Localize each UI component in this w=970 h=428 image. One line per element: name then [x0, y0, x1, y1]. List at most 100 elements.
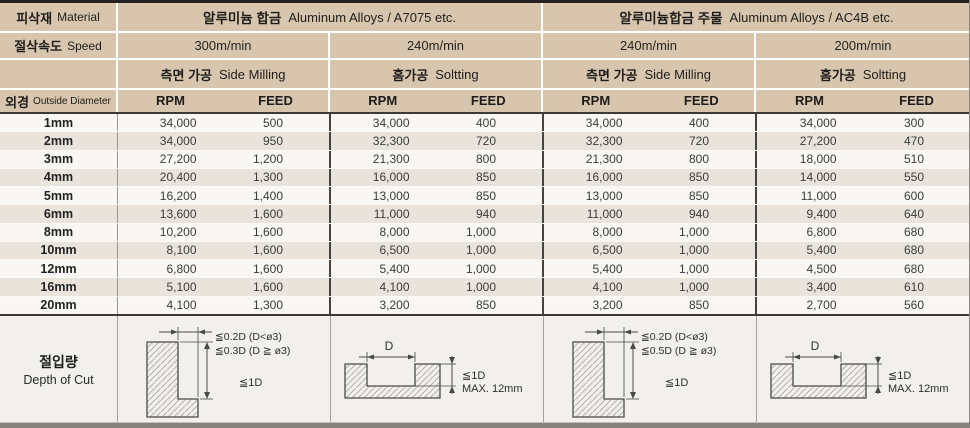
value-cell: 850: [688, 188, 709, 203]
operation-ko: 홈가공: [819, 67, 856, 83]
depth-label-en: Depth of Cut: [23, 372, 94, 387]
speed-value-cell: 240m/min: [330, 33, 541, 58]
max-depth-note: MAX. 12mm: [888, 383, 949, 395]
speed-value: 240m/min: [406, 38, 465, 53]
section-ac4b-side-milling: 21,300 800: [544, 150, 757, 168]
slotting-depth-diagram: D ≦1D MAX. 12mm: [770, 339, 949, 399]
value-cell: 1,600: [252, 261, 283, 276]
value-cell: 4,500: [806, 261, 837, 276]
section-ac4b-side-milling: 34,000 400: [544, 114, 757, 132]
table-row: 16mm 5,100 1,600 4,100 1,000 4,100 1,000…: [0, 278, 970, 297]
slot-width-label: D: [384, 339, 393, 353]
value-cell: 5,400: [806, 243, 837, 258]
value-cell: 3,200: [592, 298, 623, 313]
section-ac4b-slotting: 14,000 550: [757, 169, 970, 186]
value-cell: 13,600: [159, 206, 197, 221]
value-cell: 34,000: [159, 115, 197, 130]
operation-cell-side-milling: 측면 가공 Side Milling: [543, 60, 754, 88]
max-depth-note: MAX. 12mm: [462, 383, 523, 395]
table-row: 20mm 4,100 1,300 3,200 850 3,200 850 2,7…: [0, 296, 970, 314]
value-cell: 950: [262, 133, 283, 148]
value-cell: 5,100: [166, 280, 197, 295]
speed-value-cell: 200m/min: [756, 33, 970, 58]
speed-value: 300m/min: [194, 38, 252, 53]
diameter-label-en: Outside Diameter: [33, 95, 111, 107]
rpm-header: RPM: [581, 93, 611, 108]
speed-label-cell: 절삭속도 Speed: [0, 33, 116, 58]
value-cell: 18,000: [799, 152, 837, 167]
value-cell: 11,000: [800, 188, 837, 203]
section-ac4b-slotting: 3,400 610: [757, 278, 970, 295]
value-cell: 940: [475, 206, 496, 221]
data-rows: 1mm 34,000 500 34,000 400 34,000 400 34,…: [0, 114, 970, 314]
speed-value: 200m/min: [834, 38, 892, 53]
value-cell: 11,000: [586, 206, 623, 221]
value-cell: 1,000: [678, 261, 709, 276]
material-group-a7075: 알루미늄 합금 Aluminum Alloys / A7075 etc.: [118, 3, 541, 31]
material-group-ac4b: 알루미늄합금 주물 Aluminum Alloys / AC4B etc.: [543, 3, 970, 31]
size-label: 12mm: [0, 260, 118, 278]
radial-depth-note: ≦0.2D (D<ø3): [215, 331, 282, 343]
speed-value-cell: 300m/min: [118, 33, 328, 58]
section-ac4b-side-milling: 5,400 1,000: [544, 260, 757, 278]
value-cell: 1,000: [465, 243, 496, 258]
section-a7075-side-milling: 34,000 500: [118, 114, 331, 132]
radial-depth-note: ≦0.5D (D ≧ ø3): [641, 345, 716, 357]
value-cell: 34,000: [799, 115, 837, 130]
section-ac4b-side-milling: 13,000 850: [544, 187, 757, 205]
axial-depth-note: ≦1D: [462, 370, 485, 382]
value-cell: 8,000: [379, 225, 410, 240]
rpm-header: RPM: [156, 93, 185, 108]
section-a7075-side-milling: 27,200 1,200: [118, 150, 331, 168]
section-a7075-slotting: 5,400 1,000: [331, 260, 544, 278]
value-cell: 34,000: [585, 115, 623, 130]
rpm-feed-header: RPM FEED: [756, 90, 970, 112]
section-ac4b-side-milling: 3,200 850: [544, 296, 757, 314]
operation-ko: 측면 가공: [160, 67, 212, 83]
table-row: 5mm 16,200 1,400 13,000 850 13,000 850 1…: [0, 187, 970, 206]
value-cell: 1,600: [252, 280, 283, 295]
header-body-divider: [0, 112, 970, 114]
rpm-feed-header: RPM FEED: [118, 90, 328, 112]
section-a7075-side-milling: 13,600 1,600: [118, 205, 331, 223]
value-cell: 27,200: [159, 152, 197, 167]
section-a7075-side-milling: 4,100 1,300: [118, 296, 331, 314]
value-cell: 10,200: [159, 225, 197, 240]
value-cell: 8,100: [166, 243, 197, 258]
section-ac4b-side-milling: 8,000 1,000: [544, 223, 757, 241]
material-ac4b-en: Aluminum Alloys / AC4B etc.: [729, 9, 894, 25]
section-a7075-side-milling: 16,200 1,400: [118, 187, 331, 205]
section-ac4b-side-milling: 16,000 850: [544, 168, 757, 187]
value-cell: 400: [688, 115, 709, 130]
operation-en: Side Milling: [644, 66, 711, 82]
value-cell: 1,300: [252, 170, 283, 185]
section-ac4b-slotting: 18,000 510: [757, 151, 970, 168]
value-cell: 34,000: [159, 133, 197, 148]
speed-label-en: Speed: [67, 38, 102, 53]
value-cell: 640: [903, 206, 924, 221]
value-cell: 6,500: [592, 243, 623, 258]
side-milling-depth-diagram: ≦0.2D (D<ø3) ≦0.5D (D ≧ ø3) ≦1D: [571, 327, 716, 418]
section-ac4b-side-milling: 11,000 940: [544, 205, 757, 223]
value-cell: 4,100: [379, 280, 410, 295]
rpm-header: RPM: [795, 93, 824, 108]
value-cell: 4,100: [592, 280, 623, 295]
depth-diagram-slotting: D ≦1D MAX. 12mm: [757, 316, 970, 422]
feed-header: FEED: [899, 93, 934, 108]
section-ac4b-slotting: 27,200 470: [757, 132, 970, 149]
speed-label-ko: 절삭속도: [14, 39, 63, 54]
material-label-ko: 피삭재: [16, 10, 53, 26]
value-cell: 21,300: [585, 152, 623, 167]
size-label: 5mm: [0, 187, 118, 205]
radial-depth-note: ≦0.3D (D ≧ ø3): [215, 345, 290, 357]
value-cell: 6,800: [166, 261, 197, 276]
operation-empty-cell: [0, 60, 116, 88]
feed-header: FEED: [258, 93, 293, 108]
material-ac4b-ko: 알루미늄합금 주물: [619, 11, 723, 26]
axial-depth-note: ≦1D: [239, 377, 262, 389]
value-cell: 470: [903, 133, 924, 148]
material-a7075-en: Aluminum Alloys / A7075 etc.: [288, 9, 456, 25]
section-a7075-slotting: 6,500 1,000: [331, 241, 544, 260]
table-row: 1mm 34,000 500 34,000 400 34,000 400 34,…: [0, 114, 970, 133]
value-cell: 720: [475, 133, 496, 148]
